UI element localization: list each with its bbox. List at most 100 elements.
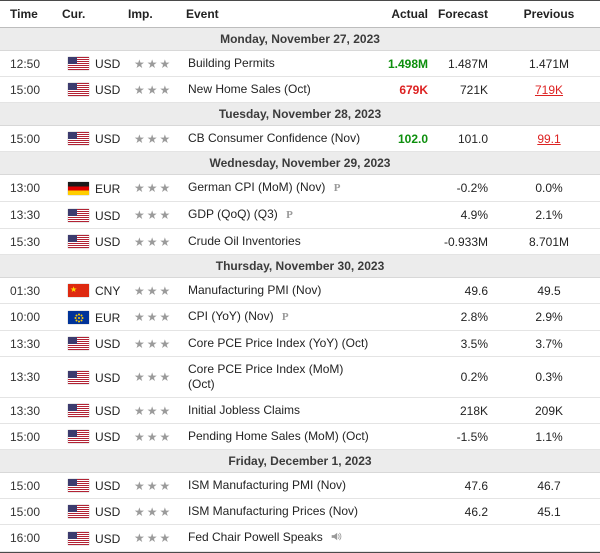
event-row[interactable]: 13:30 USD ★★★ Core PCE Price Index (YoY)… (0, 330, 600, 357)
currency-code: EUR (95, 310, 121, 325)
event-time: 16:00 (0, 524, 62, 552)
event-link[interactable]: German CPI (MoM) (Nov) (188, 180, 326, 194)
event-link[interactable]: Core PCE Price Index (MoM) (Oct) (188, 362, 344, 391)
event-row[interactable]: 10:00 EUR ★★★ CPI (YoY) (Nov) P 2.8% 2.9… (0, 303, 600, 331)
importance-stars-icon: ★★★ (134, 531, 173, 545)
previous-value: 1.471M (498, 50, 600, 77)
event-row[interactable]: 15:00 USD ★★★ CB Consumer Confidence (No… (0, 125, 600, 152)
preliminary-icon: P (281, 311, 289, 323)
currency-code: USD (95, 504, 121, 519)
importance-stars-icon: ★★★ (134, 181, 173, 195)
event-time: 01:30 (0, 277, 62, 304)
event-row[interactable]: 12:50 USD ★★★ Building Permits 1.498M 1.… (0, 50, 600, 77)
currency-code: USD (95, 478, 121, 493)
event-cell: CPI (YoY) (Nov) P (186, 303, 378, 331)
header-row: Time Cur. Imp. Event Actual Forecast Pre… (0, 1, 600, 28)
event-link[interactable]: Manufacturing PMI (Nov) (188, 283, 322, 297)
event-link[interactable]: Building Permits (188, 56, 275, 70)
event-row[interactable]: 15:00 USD ★★★ ISM Manufacturing Prices (… (0, 498, 600, 525)
importance-cell: ★★★ (128, 76, 186, 103)
actual-value (378, 356, 436, 398)
importance-cell: ★★★ (128, 524, 186, 552)
event-link[interactable]: Fed Chair Powell Speaks (188, 530, 323, 544)
event-row[interactable]: 13:30 USD ★★★ Core PCE Price Index (MoM)… (0, 356, 600, 398)
importance-cell: ★★★ (128, 50, 186, 77)
event-link[interactable]: CPI (YoY) (Nov) (188, 309, 274, 323)
event-row[interactable]: 15:00 USD ★★★ ISM Manufacturing PMI (Nov… (0, 472, 600, 499)
currency-code: USD (95, 82, 121, 97)
previous-value: 45.1 (498, 498, 600, 525)
us-flag-icon (68, 208, 89, 222)
forecast-value: -1.5% (436, 423, 498, 450)
importance-cell: ★★★ (128, 498, 186, 525)
importance-cell: ★★★ (128, 277, 186, 304)
currency-code: USD (95, 56, 121, 71)
event-time: 15:00 (0, 423, 62, 450)
importance-cell: ★★★ (128, 397, 186, 424)
event-row[interactable]: 13:30 USD ★★★ Initial Jobless Claims 218… (0, 397, 600, 424)
importance-cell: ★★★ (128, 125, 186, 152)
forecast-value: 1.487M (436, 50, 498, 77)
currency-cell: USD (62, 330, 128, 357)
currency-cell: EUR (62, 174, 128, 202)
event-cell: Core PCE Price Index (YoY) (Oct) (186, 330, 378, 357)
col-header-previous: Previous (498, 1, 600, 28)
event-row[interactable]: 13:00 EUR ★★★ German CPI (MoM) (Nov) P -… (0, 174, 600, 202)
importance-stars-icon: ★★★ (134, 234, 173, 249)
event-row[interactable]: 15:00 USD ★★★ Pending Home Sales (MoM) (… (0, 423, 600, 450)
actual-value: 1.498M (378, 50, 436, 77)
us-flag-icon (68, 370, 89, 384)
currency-cell: USD (62, 524, 128, 552)
event-row[interactable]: 16:00 USD ★★★ Fed Chair Powell Speaks (0, 524, 600, 552)
event-link[interactable]: ISM Manufacturing PMI (Nov) (188, 478, 347, 492)
forecast-value: 721K (436, 76, 498, 103)
forecast-value: 218K (436, 397, 498, 424)
actual-value (378, 201, 436, 229)
importance-cell: ★★★ (128, 228, 186, 255)
us-flag-icon (68, 404, 89, 418)
currency-code: USD (95, 370, 121, 385)
event-link[interactable]: GDP (QoQ) (Q3) (188, 207, 278, 221)
actual-value (378, 277, 436, 304)
currency-code: USD (95, 208, 121, 223)
forecast-value: 49.6 (436, 277, 498, 304)
currency-cell: USD (62, 498, 128, 525)
importance-stars-icon: ★★★ (134, 56, 173, 71)
event-cell: Manufacturing PMI (Nov) (186, 277, 378, 304)
us-flag-icon (68, 531, 89, 545)
event-cell: Pending Home Sales (MoM) (Oct) (186, 423, 378, 450)
currency-code: EUR (95, 181, 121, 196)
previous-value: 209K (498, 397, 600, 424)
forecast-value: 4.9% (436, 201, 498, 229)
importance-stars-icon: ★★★ (134, 208, 173, 222)
event-row[interactable]: 15:00 USD ★★★ New Home Sales (Oct) 679K … (0, 76, 600, 103)
importance-stars-icon: ★★★ (134, 478, 173, 493)
event-time: 13:00 (0, 174, 62, 202)
actual-value (378, 524, 436, 552)
event-cell: ISM Manufacturing Prices (Nov) (186, 498, 378, 525)
col-header-currency: Cur. (62, 1, 128, 28)
actual-value (378, 472, 436, 499)
currency-cell: CNY (62, 277, 128, 304)
previous-value: 2.9% (498, 303, 600, 331)
event-row[interactable]: 15:30 USD ★★★ Crude Oil Inventories -0.9… (0, 228, 600, 255)
day-label: Monday, November 27, 2023 (0, 27, 600, 51)
currency-cell: USD (62, 201, 128, 229)
previous-value: 46.7 (498, 472, 600, 499)
currency-cell: USD (62, 397, 128, 424)
currency-cell: USD (62, 472, 128, 499)
importance-cell: ★★★ (128, 201, 186, 229)
event-link[interactable]: New Home Sales (Oct) (188, 82, 311, 96)
currency-code: USD (95, 131, 121, 146)
event-row[interactable]: 13:30 USD ★★★ GDP (QoQ) (Q3) P 4.9% 2.1% (0, 201, 600, 229)
previous-value: 99.1 (498, 125, 600, 152)
event-link[interactable]: Pending Home Sales (MoM) (Oct) (188, 429, 369, 443)
event-link[interactable]: Initial Jobless Claims (188, 403, 301, 417)
event-link[interactable]: CB Consumer Confidence (Nov) (188, 131, 361, 145)
event-link[interactable]: Crude Oil Inventories (188, 234, 301, 248)
event-link[interactable]: ISM Manufacturing Prices (Nov) (188, 504, 359, 518)
currency-code: USD (95, 234, 121, 249)
event-row[interactable]: 01:30 CNY ★★★ Manufacturing PMI (Nov) 49… (0, 277, 600, 304)
event-link[interactable]: Core PCE Price Index (YoY) (Oct) (188, 336, 369, 350)
